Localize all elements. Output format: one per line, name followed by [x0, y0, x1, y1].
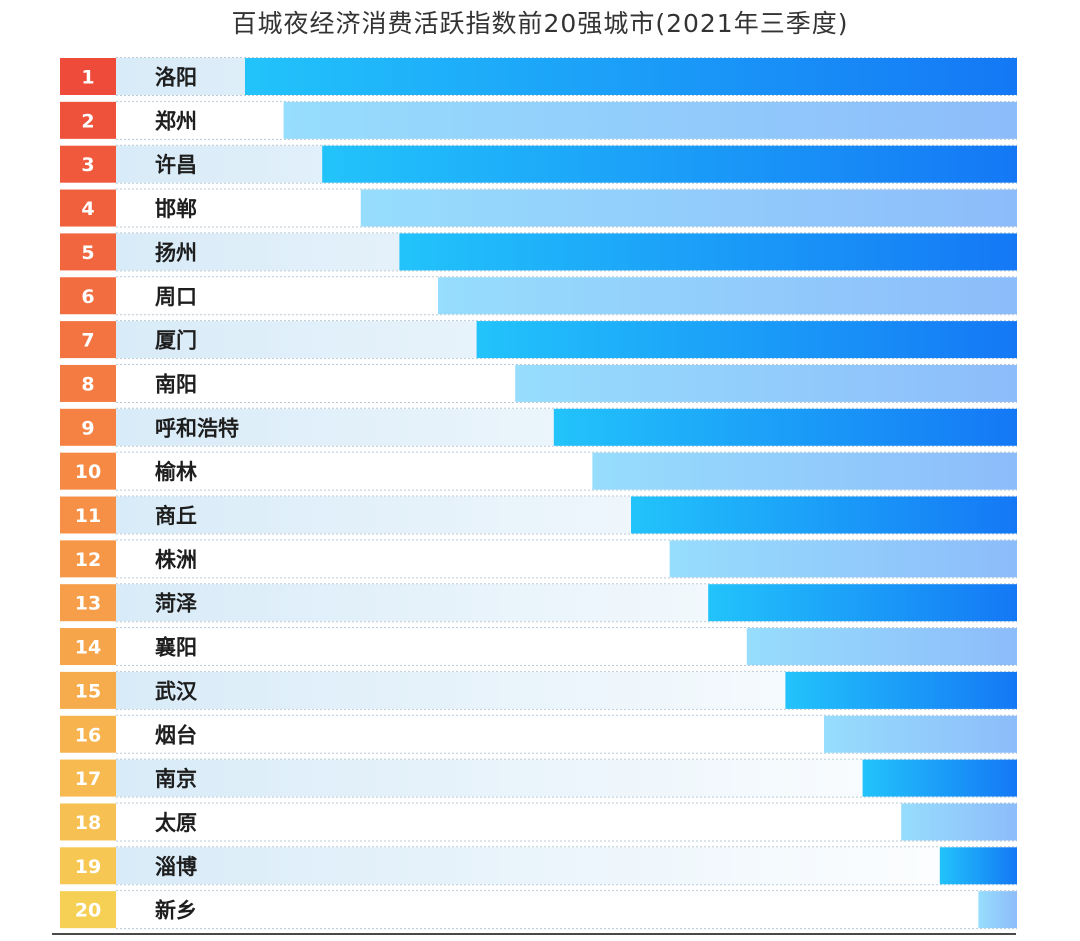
rank-number: 11 [75, 505, 101, 527]
rank-badge [60, 101, 116, 139]
rank-badge [60, 803, 116, 841]
city-label: 呼和浩特 [155, 416, 239, 440]
city-label: 株洲 [155, 548, 197, 572]
city-label: 武汉 [155, 679, 198, 703]
rank-number: 14 [75, 637, 101, 659]
chart-title: 百城夜经济消费活跃指数前20强城市(2021年三季度) [231, 9, 849, 38]
bar-19 [939, 847, 1017, 885]
rank-badge [60, 364, 116, 402]
rank-number: 10 [75, 461, 101, 483]
city-label: 南阳 [155, 372, 197, 396]
bar-11 [631, 496, 1017, 534]
rank-badge [60, 759, 116, 797]
bar-5 [399, 233, 1017, 271]
rank-badge [60, 321, 116, 359]
bar-2 [283, 101, 1018, 139]
rank-badge [60, 277, 116, 315]
bar-15 [785, 671, 1017, 709]
rank-number: 6 [81, 286, 94, 308]
rank-number: 9 [81, 417, 94, 439]
row-band [116, 847, 1017, 885]
bar-13 [708, 584, 1017, 622]
rank-badge [60, 715, 116, 753]
rank-badge [60, 540, 116, 578]
rank-badge [60, 891, 116, 929]
bar-17 [862, 759, 1017, 797]
rank-number: 4 [81, 198, 94, 220]
city-label: 扬州 [155, 241, 197, 265]
rank-number: 19 [75, 856, 101, 878]
rank-badge [60, 671, 116, 709]
rank-number: 13 [75, 593, 101, 615]
city-label: 邯郸 [155, 197, 197, 221]
bar-12 [669, 540, 1017, 578]
bar-7 [476, 321, 1018, 359]
bar-14 [746, 628, 1017, 666]
bar-16 [824, 715, 1017, 753]
city-label: 周口 [155, 285, 197, 309]
rank-number: 16 [75, 724, 101, 746]
city-label: 厦门 [155, 329, 197, 353]
rank-badge [60, 58, 116, 95]
city-label: 淄博 [155, 855, 197, 879]
city-label: 洛阳 [155, 66, 197, 90]
city-label: 烟台 [155, 723, 197, 747]
city-label: 新乡 [155, 899, 197, 923]
city-label: 菏泽 [155, 592, 197, 616]
rank-number: 8 [81, 373, 94, 395]
rank-number: 15 [75, 680, 101, 702]
bar-6 [438, 277, 1017, 315]
bar-10 [592, 452, 1017, 490]
city-label: 郑州 [155, 109, 197, 133]
rank-badge [60, 233, 116, 271]
bar-3 [322, 145, 1017, 183]
bar-1 [245, 58, 1017, 95]
rank-number: 17 [75, 768, 101, 790]
bar-8 [515, 364, 1017, 402]
bar-9 [553, 408, 1017, 446]
rank-badge [60, 628, 116, 666]
city-label: 南京 [155, 767, 197, 791]
rank-number: 1 [81, 67, 94, 89]
rank-number: 7 [81, 330, 94, 352]
rank-badge [60, 847, 116, 885]
rank-badge [60, 496, 116, 534]
city-label: 商丘 [155, 504, 197, 528]
city-label: 太原 [155, 811, 197, 835]
rank-number: 3 [81, 154, 94, 176]
city-label: 襄阳 [154, 636, 197, 660]
rank-number: 2 [81, 110, 94, 132]
rank-badge [60, 408, 116, 446]
bar-20 [978, 891, 1017, 929]
rank-number: 20 [75, 900, 101, 922]
chart-baseline [52, 933, 1016, 935]
city-label: 榆林 [155, 460, 197, 484]
rank-number: 18 [75, 812, 101, 834]
city-label: 许昌 [155, 153, 197, 177]
rank-badge [60, 189, 116, 227]
rank-badge [60, 145, 116, 183]
rank-number: 12 [75, 549, 101, 571]
rank-badge [60, 584, 116, 622]
rank-number: 5 [81, 242, 94, 264]
bar-4 [360, 189, 1017, 227]
rank-badge [60, 452, 116, 490]
bar-18 [901, 803, 1017, 841]
